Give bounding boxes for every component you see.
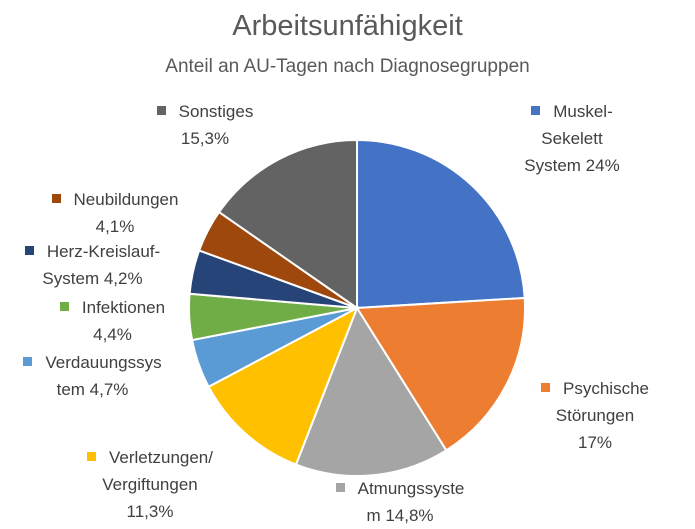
pie-slice-psychische-stoerungen: [355, 296, 526, 452]
data-label-verletzungen-vergiftungen: Verletzungen/Vergiftungen 11,3%: [60, 444, 240, 525]
label-text: Infektionen: [81, 298, 166, 317]
label-text: tem 4,7%: [56, 380, 129, 399]
label-text: Neubildungen: [73, 190, 179, 209]
label-text: Sekelett: [541, 129, 603, 148]
data-label-neubildungen: Neubildungen 4,1%: [25, 186, 205, 240]
legend-marker: [23, 357, 33, 366]
data-label-herz-kreislauf: Herz-Kreislauf- System 4,2%: [0, 238, 185, 292]
legend-marker: [531, 106, 541, 115]
pie-slice-muskel-skelett: [356, 138, 526, 310]
label-text: Sonstiges: [178, 102, 254, 121]
label-text: 15,3%: [180, 129, 230, 148]
legend-marker: [156, 106, 166, 115]
label-text: Herz-Kreislauf-: [46, 242, 161, 261]
legend-marker: [335, 483, 345, 492]
label-text: System 4,2%: [42, 269, 143, 288]
pie-slice-sonstiges: [217, 138, 358, 310]
label-text: 11,3%: [126, 502, 174, 521]
label-text: 4,4%: [93, 325, 132, 344]
chart-subtitle: Anteil an AU-Tagen nach Diagnosegruppen: [165, 56, 530, 77]
label-text: Verletzungen/: [109, 448, 213, 467]
data-label-verdauungssystem: Verdauungssys tem 4,7%: [0, 349, 185, 403]
label-text: Muskel-: [553, 102, 613, 121]
label-text: System 24%: [524, 156, 620, 175]
data-label-sonstiges: Sonstiges 15,3%: [135, 98, 275, 152]
label-text: m 14,8%: [366, 506, 434, 525]
data-label-infektionen: Infektionen 4,4%: [30, 294, 195, 348]
legend-marker: [87, 452, 97, 461]
chart-title: Arbeitsunfähigkeit: [232, 10, 463, 42]
label-text: 17%: [577, 433, 613, 452]
data-label-psychische-stoerungen: Psychische Störungen 17%: [520, 375, 670, 456]
legend-marker: [24, 246, 34, 255]
legend-marker: [541, 383, 550, 392]
label-text: 4,1%: [95, 217, 135, 236]
label-text: Verdauungssys: [45, 353, 162, 372]
label-text: Atmungssyste: [357, 479, 465, 498]
label-text: Psychische: [563, 379, 649, 398]
label-text: Störungen: [555, 406, 635, 425]
data-label-muskel-skelett: Muskel- Sekelett System 24%: [497, 98, 647, 179]
pie-slice-verletzungen-vergiftungen: [207, 305, 359, 466]
legend-marker: [51, 194, 61, 203]
data-label-atmungssystem: Atmungssyste m 14,8%: [320, 475, 480, 529]
label-text: Vergiftungen: [102, 475, 198, 494]
pie-slice-atmungssystem: [294, 305, 448, 477]
legend-marker: [59, 302, 69, 311]
